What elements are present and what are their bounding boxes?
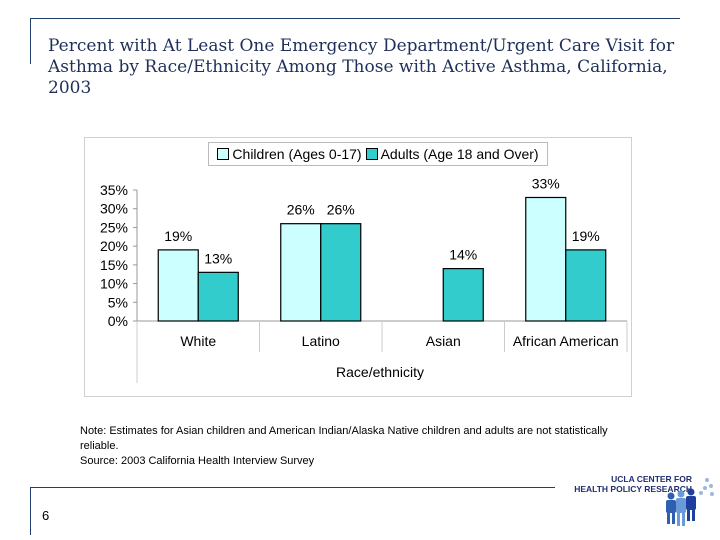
legend-item-adults: Adults (Age 18 and Over)	[365, 146, 539, 162]
page-number: 6	[42, 508, 50, 523]
people-icon	[666, 478, 714, 526]
top-rule	[30, 18, 680, 19]
data-label: 26%	[327, 202, 355, 218]
y-tick-label: 5%	[108, 294, 128, 310]
x-axis-title: Race/ethnicity	[336, 364, 424, 380]
category-label: White	[180, 333, 216, 349]
bar-adults	[565, 249, 607, 322]
legend-swatch-children	[217, 148, 230, 160]
bar-children	[280, 223, 322, 322]
ucla-chpr-logo: UCLA CENTER FOR HEALTH POLICY RESEARCH	[550, 474, 720, 534]
category-label: Latino	[302, 333, 340, 349]
source-text: Source: 2003 California Health Interview…	[80, 455, 315, 467]
logo-text-line2: HEALTH POLICY RESEARCH	[574, 484, 692, 494]
data-label: 33%	[532, 175, 560, 191]
chart-legend: Children (Ages 0-17) Adults (Age 18 and …	[208, 142, 548, 166]
legend-label-adults: Adults (Age 18 and Over)	[380, 146, 539, 162]
bar-children	[525, 196, 567, 322]
data-label: 19%	[572, 228, 600, 244]
category-label: African American	[513, 333, 619, 349]
slide-title: Percent with At Least One Emergency Depa…	[48, 36, 675, 98]
bar-adults	[320, 223, 362, 322]
y-tick-label: 35%	[100, 182, 128, 198]
legend-swatch-adults	[365, 148, 378, 160]
y-tick-label: 30%	[100, 201, 128, 217]
y-tick-label: 0%	[108, 313, 128, 329]
data-label: 13%	[204, 250, 232, 266]
top-left-rule	[30, 18, 31, 64]
data-label: 14%	[449, 247, 477, 263]
bottom-rule	[30, 487, 555, 488]
chart-frame	[84, 137, 632, 397]
note-text: Note: Estimates for Asian children and A…	[80, 425, 608, 452]
chart-note: Note: Estimates for Asian children and A…	[80, 424, 640, 469]
logo-text-line1: UCLA CENTER FOR	[611, 474, 692, 484]
legend-item-children: Children (Ages 0-17)	[217, 146, 362, 162]
data-label: 26%	[287, 202, 315, 218]
y-tick-label: 25%	[100, 219, 128, 235]
category-label: Asian	[426, 333, 461, 349]
y-tick-label: 20%	[100, 238, 128, 254]
y-tick-label: 10%	[100, 276, 128, 292]
bar-adults	[197, 271, 239, 322]
legend-label-children: Children (Ages 0-17)	[232, 146, 362, 162]
bottom-left-rule	[30, 487, 31, 535]
bar-children	[157, 249, 199, 322]
bar-adults	[442, 268, 484, 322]
y-tick-label: 15%	[100, 257, 128, 273]
data-label: 19%	[164, 228, 192, 244]
